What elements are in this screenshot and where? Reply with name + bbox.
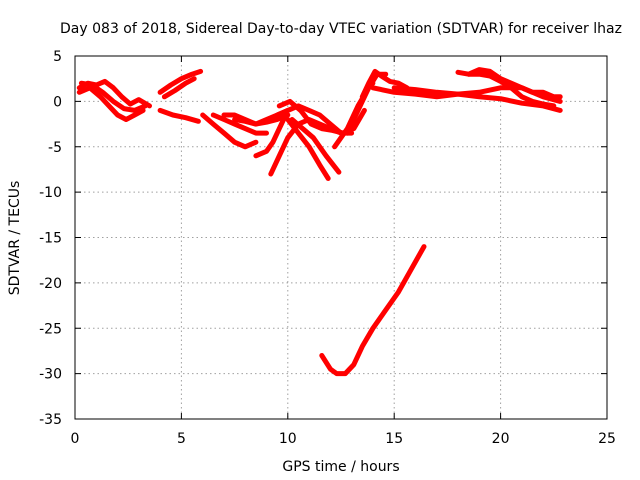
series-line-s2 <box>76 85 146 122</box>
y-tick-label: -35 <box>39 412 62 428</box>
y-tick-label: 0 <box>53 94 62 110</box>
series-line-s11 <box>253 112 289 159</box>
series-line-s8 <box>210 112 269 136</box>
tick-layer: 0 5 10 15 20 25 5 0 -5 -10 -15 -20 -25 -30 -35 <box>39 49 616 447</box>
grid-layer <box>75 56 607 419</box>
series-line-s6 <box>157 107 201 124</box>
series-line-s7 <box>200 112 259 150</box>
x-tick-label: 25 <box>598 431 616 447</box>
series-line-s16 <box>289 117 342 175</box>
x-tick-label: 20 <box>492 431 510 447</box>
series-line-s19 <box>359 68 410 100</box>
series-layer <box>76 67 563 377</box>
series-line-s10 <box>232 112 291 127</box>
x-tick-label: 5 <box>177 431 186 447</box>
x-tick-label: 0 <box>71 431 80 447</box>
x-tick-label: 10 <box>279 431 297 447</box>
series-line-s13 <box>274 103 344 136</box>
y-tick-label: -25 <box>39 321 62 337</box>
series-line-s23 <box>466 71 557 109</box>
y-axis-label: SDTVAR / TECUs <box>7 181 23 296</box>
y-tick-label: -20 <box>39 276 62 292</box>
y-tick-label: -5 <box>48 140 62 156</box>
x-tick-label: 15 <box>385 431 403 447</box>
series-line-s24 <box>319 244 427 377</box>
series-line-s3 <box>78 80 148 113</box>
series-line-s15 <box>285 117 331 181</box>
series-line-s4 <box>157 68 204 95</box>
series-line-s22 <box>455 67 563 100</box>
y-tick-label: -30 <box>39 367 62 383</box>
plot-frame <box>74 55 608 420</box>
x-axis-label: GPS time / hours <box>282 459 399 475</box>
y-tick-label: 5 <box>53 49 62 65</box>
chart-title: Day 083 of 2018, Sidereal Day-to-day VTE… <box>60 21 622 37</box>
y-tick-label: -10 <box>39 185 62 201</box>
series-line-s5 <box>161 76 197 100</box>
series-line-s21 <box>391 85 563 113</box>
y-tick-label: -15 <box>39 231 62 247</box>
